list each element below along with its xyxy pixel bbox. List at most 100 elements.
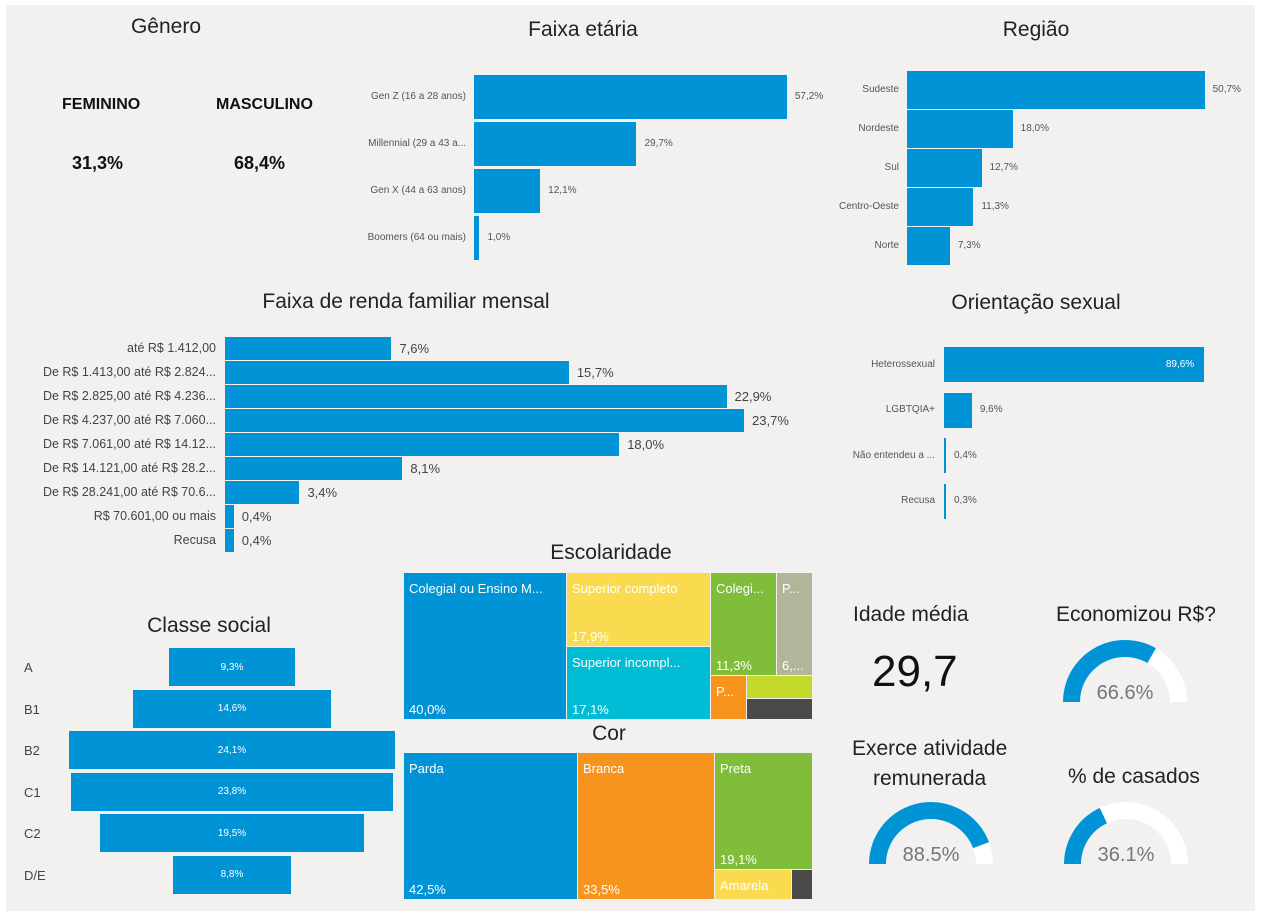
renda-label: De R$ 28.241,00 até R$ 70.6...: [42, 484, 216, 499]
casados-title: % de casados: [1068, 765, 1200, 788]
faixa-etaria-label: Boomers (64 ou mais): [367, 232, 466, 243]
escolaridade-tile-label: Superior completo: [572, 581, 678, 596]
escolaridade-tile-label: Colegial ou Ensino M...: [409, 581, 543, 596]
renda-value: 18,0%: [627, 436, 665, 452]
classe-bar: 14,6%: [133, 689, 331, 728]
escolaridade-tile: P... 6,...: [777, 573, 812, 675]
escolaridade-tile-value: 40,0%: [409, 702, 446, 717]
orientacao-value: 9,6%: [979, 404, 1003, 415]
escolaridade-tile: [747, 699, 812, 719]
idade-media-value: 29,7: [872, 647, 958, 696]
faixa-etaria-bar: [474, 75, 787, 119]
faixa-etaria-bar: [474, 169, 541, 213]
renda-label: De R$ 14.121,00 até R$ 28.2...: [42, 460, 216, 475]
regiao-bar: [907, 188, 974, 226]
escolaridade-tile: [747, 676, 812, 698]
regiao-value: 50,7%: [1212, 84, 1241, 95]
escolaridade-tile: Superior incompl... 17,1%: [567, 647, 710, 719]
regiao-value: 11,3%: [981, 201, 1009, 212]
casados-gauge-fill: [1064, 807, 1107, 864]
orientacao-bar: [944, 438, 946, 473]
orientacao-bar: [944, 392, 972, 428]
escolaridade-tile-value: 17,1%: [572, 702, 609, 717]
regiao-label: Sudeste: [862, 84, 899, 95]
renda-label: De R$ 2.825,00 até R$ 4.236...: [42, 388, 216, 403]
escolaridade-tile-label: Colegi...: [716, 581, 764, 596]
classe-label: B2: [24, 743, 40, 758]
escolaridade-tile: P...: [711, 676, 746, 719]
classe-label: A: [24, 660, 33, 675]
escolaridade-tile: Colegial ou Ensino M... 40,0%: [404, 573, 566, 719]
faixa-etaria-value: 1,0%: [487, 232, 511, 243]
renda-label: Recusa: [173, 532, 216, 547]
economizou-title: Economizou R$?: [1056, 603, 1216, 626]
classe-title: Classe social: [147, 614, 271, 637]
renda-label: R$ 70.601,00 ou mais: [93, 508, 216, 523]
faixa-etaria-title: Faixa etária: [528, 18, 638, 41]
regiao-label: Nordeste: [858, 123, 899, 134]
renda-value: 0,4%: [241, 532, 272, 548]
remunerada-gauge-value: 88.5%: [903, 844, 960, 866]
gauges-layer: 66.6% 88.5% 36.1%: [869, 640, 1188, 866]
regiao-bar: [907, 149, 982, 187]
renda-value: 23,7%: [752, 412, 789, 428]
cor-tile-label: Preta: [720, 761, 752, 776]
regiao-title: Região: [1002, 18, 1070, 41]
orientacao-value: 0,3%: [954, 495, 977, 506]
orientacao-title: Orientação sexual: [951, 291, 1121, 314]
renda-bar: [225, 481, 300, 504]
classe-bar: 8,8%: [172, 855, 292, 894]
renda-bar: [225, 337, 392, 360]
regiao-value: 18,0%: [1020, 123, 1050, 134]
remunerada-title-line1: Exerce atividade: [852, 737, 1008, 760]
classe-label: D/E: [24, 867, 46, 883]
faixa-etaria-value: 12,1%: [548, 185, 577, 196]
cor-tile: Preta 19,1%: [715, 753, 812, 869]
cor-tile: Parda 42,5%: [404, 753, 577, 899]
renda-bar: [225, 505, 234, 528]
regiao-label: Norte: [874, 240, 899, 251]
renda-value: 15,7%: [576, 364, 614, 380]
orientacao-bar: [944, 347, 1204, 382]
remunerada-gauge-fill: [869, 801, 989, 864]
regiao-label: Centro-Oeste: [838, 201, 899, 212]
renda-bar: [225, 457, 403, 480]
masculino-value: 68,4%: [234, 153, 286, 173]
renda-bar: [225, 361, 569, 384]
cor-title: Cor: [592, 722, 626, 745]
renda-value: 0,4%: [241, 508, 272, 524]
renda-label: De R$ 1.413,00 até R$ 2.824...: [42, 364, 216, 379]
feminino-label: FEMININO: [62, 96, 141, 113]
cor-tile-value: 33,5%: [583, 882, 620, 897]
cor-tile: Amarela: [715, 870, 791, 899]
orientacao-label: Recusa: [901, 495, 935, 506]
renda-value: 22,9%: [734, 388, 772, 404]
renda-value: 8,1%: [410, 460, 441, 476]
idade-media-title: Idade média: [853, 603, 969, 626]
classe-bar: 9,3%: [169, 648, 295, 686]
feminino-value: 31,3%: [72, 153, 124, 173]
cor-tile-value: 19,1%: [720, 852, 757, 867]
regiao-value: 12,7%: [989, 162, 1018, 173]
classe-label: C1: [24, 784, 41, 800]
escolaridade-tile: Superior completo 17,9%: [567, 573, 710, 646]
faixa-etaria-label: Gen X (44 a 63 anos): [370, 185, 466, 196]
escolaridade-tile: Colegi... 11,3%: [711, 573, 776, 675]
cor-tile: [792, 870, 812, 899]
escolaridade-title: Escolaridade: [550, 541, 672, 564]
escolaridade-tile-label: P...: [782, 581, 800, 596]
cor-tile-label: Parda: [409, 761, 444, 776]
orientacao-value: 89,6%: [1165, 358, 1195, 370]
faixa-etaria-bar: [474, 216, 480, 260]
dashboard-canvas: Gênero FEMININO MASCULINO 31,3% 68,4% Fa…: [6, 5, 1255, 911]
regiao-bar: [907, 71, 1205, 109]
regiao-bar: [907, 227, 950, 265]
faixa-etaria-value: 57,2%: [794, 91, 824, 102]
cor-tile: Branca 33,5%: [578, 753, 714, 899]
renda-label: De R$ 4.237,00 até R$ 7.060...: [42, 412, 216, 427]
renda-bar: [225, 385, 727, 408]
classe-bar: 19,5%: [100, 814, 364, 852]
regiao-value: 7,3%: [957, 240, 981, 251]
orientacao-label: Heterossexual: [871, 358, 935, 370]
orientacao-bar: [944, 483, 946, 519]
